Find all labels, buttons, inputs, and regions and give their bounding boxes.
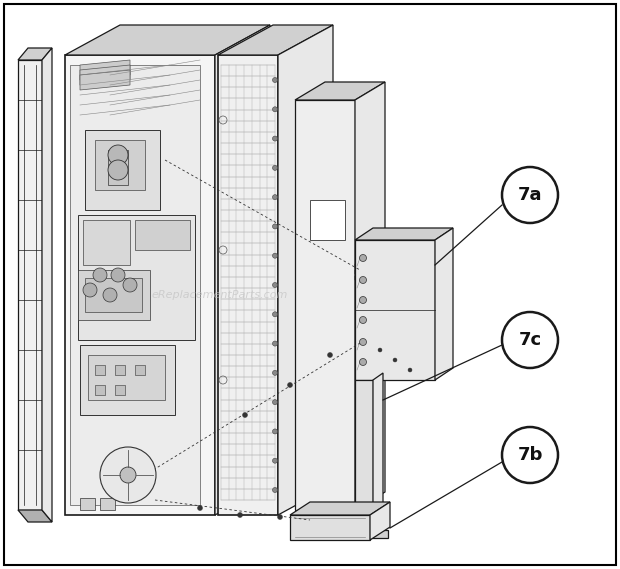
Circle shape	[408, 368, 412, 372]
Polygon shape	[215, 25, 270, 515]
Polygon shape	[435, 228, 453, 380]
Polygon shape	[65, 55, 215, 515]
Circle shape	[360, 296, 366, 303]
Circle shape	[273, 166, 278, 170]
Polygon shape	[80, 498, 95, 510]
Circle shape	[360, 316, 366, 324]
Polygon shape	[218, 25, 333, 55]
Polygon shape	[80, 65, 130, 85]
Polygon shape	[278, 25, 333, 515]
Circle shape	[103, 288, 117, 302]
Circle shape	[360, 254, 366, 262]
Circle shape	[393, 358, 397, 362]
Circle shape	[273, 341, 278, 346]
Polygon shape	[85, 130, 160, 210]
Circle shape	[123, 278, 137, 292]
Circle shape	[273, 429, 278, 434]
Polygon shape	[88, 355, 165, 400]
Circle shape	[360, 339, 366, 345]
Text: 7c: 7c	[518, 331, 541, 349]
Circle shape	[242, 413, 247, 418]
Polygon shape	[85, 278, 142, 312]
Circle shape	[273, 253, 278, 258]
Polygon shape	[295, 82, 385, 100]
Circle shape	[502, 427, 558, 483]
Circle shape	[273, 77, 278, 83]
Polygon shape	[355, 82, 385, 510]
Circle shape	[273, 107, 278, 112]
Polygon shape	[115, 365, 125, 375]
Polygon shape	[290, 515, 370, 540]
Polygon shape	[355, 258, 435, 274]
Polygon shape	[78, 215, 195, 340]
Polygon shape	[373, 373, 383, 530]
Circle shape	[120, 467, 136, 483]
Polygon shape	[70, 65, 200, 505]
Polygon shape	[18, 510, 52, 522]
Circle shape	[273, 399, 278, 405]
Polygon shape	[295, 100, 355, 510]
Circle shape	[502, 312, 558, 368]
Circle shape	[273, 370, 278, 376]
Polygon shape	[100, 498, 115, 510]
Circle shape	[273, 458, 278, 463]
Circle shape	[198, 505, 203, 510]
Circle shape	[108, 160, 128, 180]
Circle shape	[273, 136, 278, 141]
Circle shape	[288, 382, 293, 387]
Polygon shape	[95, 140, 145, 190]
Circle shape	[93, 268, 107, 282]
Polygon shape	[135, 220, 190, 250]
Polygon shape	[80, 60, 130, 80]
Polygon shape	[80, 70, 130, 90]
Polygon shape	[370, 502, 390, 540]
Circle shape	[83, 283, 97, 297]
Polygon shape	[350, 530, 388, 538]
Polygon shape	[218, 55, 278, 515]
Circle shape	[278, 514, 283, 519]
Circle shape	[378, 348, 382, 352]
Circle shape	[502, 167, 558, 223]
Text: 7a: 7a	[518, 186, 542, 204]
Polygon shape	[310, 200, 345, 240]
Circle shape	[273, 282, 278, 287]
Circle shape	[273, 488, 278, 493]
Circle shape	[108, 145, 128, 165]
Text: 7b: 7b	[517, 446, 542, 464]
Polygon shape	[355, 380, 373, 530]
Polygon shape	[290, 502, 390, 515]
Polygon shape	[78, 270, 150, 320]
Circle shape	[360, 277, 366, 283]
Polygon shape	[80, 345, 175, 415]
Polygon shape	[355, 228, 453, 240]
Circle shape	[327, 353, 332, 357]
Polygon shape	[65, 25, 270, 55]
Circle shape	[273, 224, 278, 229]
Text: eReplacementParts.com: eReplacementParts.com	[152, 290, 288, 300]
Polygon shape	[95, 385, 105, 395]
Polygon shape	[355, 240, 435, 380]
Circle shape	[111, 268, 125, 282]
Polygon shape	[108, 150, 128, 185]
Circle shape	[237, 513, 242, 517]
Polygon shape	[42, 48, 52, 522]
Circle shape	[273, 195, 278, 200]
Polygon shape	[355, 252, 435, 268]
Polygon shape	[18, 48, 52, 60]
Circle shape	[100, 447, 156, 503]
Circle shape	[360, 358, 366, 365]
Polygon shape	[135, 365, 145, 375]
Polygon shape	[83, 220, 130, 265]
Polygon shape	[18, 60, 42, 510]
Polygon shape	[95, 365, 105, 375]
Circle shape	[273, 312, 278, 317]
Polygon shape	[115, 385, 125, 395]
Polygon shape	[355, 264, 435, 280]
